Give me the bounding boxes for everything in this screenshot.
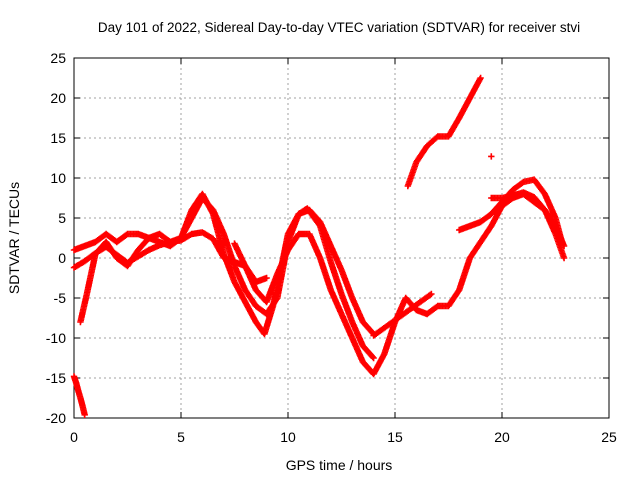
x-tick-label: 0 — [70, 429, 78, 445]
data-series — [70, 194, 377, 338]
x-tick-label: 15 — [387, 429, 403, 445]
x-tick-label: 10 — [280, 429, 296, 445]
y-tick-label: 5 — [58, 210, 66, 226]
x-axis-label: GPS time / hours — [286, 457, 393, 473]
chart-title: Day 101 of 2022, Sidereal Day-to-day VTE… — [98, 20, 580, 35]
data-point — [370, 354, 377, 362]
y-tick-label: -10 — [46, 330, 66, 346]
data-point — [369, 353, 376, 361]
plot-frame — [73, 57, 610, 419]
y-tick-label: 10 — [50, 170, 66, 186]
x-tick-label: 20 — [494, 429, 510, 445]
data-point — [428, 290, 435, 298]
data-series — [488, 189, 568, 262]
data-point — [81, 411, 88, 418]
data-series — [404, 74, 484, 190]
y-tick-label: 25 — [50, 50, 66, 66]
data-point — [426, 291, 434, 299]
data-series — [231, 240, 270, 286]
data-series — [370, 290, 435, 339]
y-tick-label: -20 — [46, 410, 66, 426]
data-point — [477, 74, 484, 82]
y-tick-label: -5 — [54, 290, 67, 306]
data-series — [70, 373, 88, 418]
grid — [74, 58, 609, 418]
x-tick-label: 5 — [177, 429, 185, 445]
data-points — [70, 74, 568, 418]
x-tick-labels: 0 5 10 15 20 25 — [70, 429, 617, 445]
x-tick-label: 25 — [601, 429, 617, 445]
y-tick-label: -15 — [46, 370, 66, 386]
y-axis-label: SDTVAR / TECUs — [6, 182, 22, 294]
data-series — [488, 153, 495, 160]
y-tick-labels: -20 -15 -10 -5 0 5 10 15 20 25 — [46, 50, 66, 426]
y-tick-label: 15 — [50, 130, 66, 146]
data-point — [488, 153, 495, 160]
data-point — [263, 274, 270, 282]
data-point — [560, 254, 568, 262]
y-tick-label: 0 — [58, 250, 66, 266]
y-tick-label: 20 — [50, 90, 66, 106]
data-series — [77, 190, 377, 362]
